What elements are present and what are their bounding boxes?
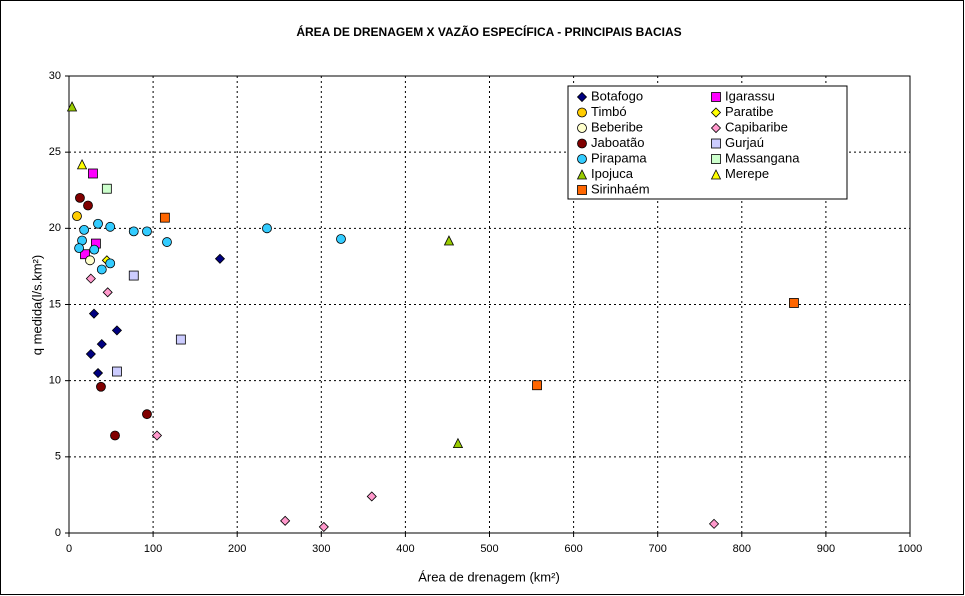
legend-marker bbox=[576, 91, 588, 103]
legend-marker bbox=[577, 107, 587, 118]
legend-label: Capibaribe bbox=[725, 119, 788, 134]
legend-label: Timbó bbox=[591, 104, 627, 119]
marker bbox=[66, 101, 78, 112]
marker bbox=[76, 158, 88, 170]
marker bbox=[101, 183, 112, 194]
marker bbox=[96, 381, 106, 392]
legend-marker bbox=[710, 122, 722, 134]
marker bbox=[85, 348, 96, 360]
marker bbox=[93, 218, 103, 229]
chart-title: ÁREA DE DRENAGEM X VAZÃO ESPECÍFICA - PR… bbox=[296, 24, 681, 39]
legend-label: Ipojuca bbox=[591, 166, 634, 181]
marker bbox=[85, 273, 96, 284]
marker bbox=[262, 223, 272, 234]
legend-marker bbox=[576, 169, 588, 180]
x-tick-label: 900 bbox=[817, 543, 835, 555]
marker bbox=[89, 244, 100, 255]
legend-box bbox=[567, 85, 848, 200]
x-tick-label: 200 bbox=[228, 543, 246, 555]
y-tick-label: 5 bbox=[55, 451, 61, 463]
legend-marker bbox=[711, 138, 721, 149]
marker bbox=[105, 221, 116, 232]
marker bbox=[96, 339, 107, 350]
marker bbox=[79, 224, 90, 235]
legend-marker bbox=[577, 123, 587, 133]
plot-border bbox=[68, 75, 911, 534]
x-tick-label: 600 bbox=[564, 543, 582, 555]
marker bbox=[318, 521, 329, 532]
marker bbox=[80, 249, 90, 260]
marker bbox=[111, 325, 123, 336]
legend-label: Merepe bbox=[725, 166, 769, 181]
marker bbox=[105, 258, 116, 269]
marker bbox=[280, 515, 291, 526]
marker bbox=[452, 437, 464, 449]
marker bbox=[85, 255, 95, 266]
marker bbox=[366, 491, 377, 502]
legend-marker bbox=[710, 107, 722, 118]
legend-marker bbox=[710, 169, 722, 180]
x-tick-label: 700 bbox=[649, 543, 667, 555]
legend-marker bbox=[711, 92, 721, 102]
marker bbox=[151, 430, 163, 441]
marker bbox=[789, 298, 799, 308]
marker bbox=[74, 243, 84, 254]
marker bbox=[708, 518, 720, 529]
legend-marker bbox=[711, 154, 721, 164]
legend-label: Jaboatão bbox=[591, 135, 645, 150]
marker bbox=[112, 366, 122, 377]
marker bbox=[110, 430, 120, 441]
y-tick-label: 20 bbox=[49, 222, 61, 234]
marker bbox=[128, 226, 139, 237]
marker bbox=[83, 200, 93, 211]
y-tick-label: 15 bbox=[49, 298, 61, 310]
marker bbox=[142, 226, 152, 237]
marker bbox=[128, 270, 139, 281]
legend-label: Botafogo bbox=[591, 88, 643, 103]
legend-label: Pirapama bbox=[591, 150, 647, 165]
marker bbox=[88, 308, 100, 319]
y-tick-label: 0 bbox=[55, 527, 61, 539]
marker bbox=[443, 235, 455, 246]
legend-marker bbox=[577, 154, 587, 164]
marker bbox=[142, 409, 152, 420]
legend-label: Massangana bbox=[725, 150, 800, 165]
legend-label: Igarassu bbox=[725, 88, 775, 103]
marker bbox=[75, 192, 85, 203]
y-tick-label: 30 bbox=[49, 70, 61, 82]
marker bbox=[159, 212, 170, 223]
x-tick-label: 300 bbox=[312, 543, 330, 555]
marker bbox=[92, 367, 104, 379]
marker bbox=[336, 234, 346, 244]
marker bbox=[102, 287, 113, 298]
x-tick-label: 0 bbox=[66, 543, 72, 555]
legend-label: Beberibe bbox=[591, 119, 643, 134]
legend-marker bbox=[577, 185, 587, 195]
y-tick-label: 25 bbox=[49, 146, 61, 158]
legend-marker bbox=[577, 138, 587, 149]
marker bbox=[532, 380, 542, 391]
marker bbox=[214, 253, 226, 264]
x-axis-label: Área de drenagem (km²) bbox=[418, 569, 560, 584]
marker bbox=[96, 264, 107, 275]
y-tick-label: 10 bbox=[49, 375, 61, 387]
x-tick-label: 500 bbox=[480, 543, 498, 555]
marker bbox=[72, 211, 82, 222]
marker bbox=[88, 168, 98, 179]
x-tick-label: 100 bbox=[144, 543, 162, 555]
marker bbox=[175, 334, 186, 345]
legend-label: Gurjaú bbox=[725, 135, 764, 150]
legend-label: Sirinhaém bbox=[591, 181, 650, 196]
x-tick-label: 800 bbox=[733, 543, 751, 555]
legend-label: Paratibe bbox=[725, 104, 773, 119]
y-axis-label: q medida(l/s.km²) bbox=[29, 255, 44, 355]
x-tick-label: 400 bbox=[396, 543, 414, 555]
x-tick-label: 1000 bbox=[898, 543, 922, 555]
marker bbox=[162, 237, 172, 247]
